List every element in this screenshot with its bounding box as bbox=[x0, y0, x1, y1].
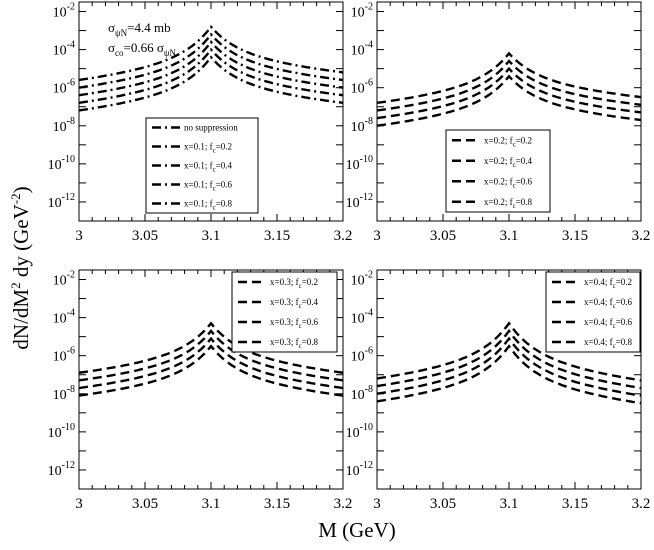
legend-label: x=0.1; fc=0.4 bbox=[184, 161, 233, 174]
series-line bbox=[376, 321, 642, 382]
y-tick-label: 10-4 bbox=[351, 40, 373, 59]
series-line bbox=[376, 74, 642, 127]
legend-box bbox=[145, 117, 259, 214]
legend-label: x=0.3; fc=0.2 bbox=[270, 277, 318, 290]
annotation-sigma-psiN: σψN=4.4 mb bbox=[108, 20, 171, 38]
legend-label: x=0.4; fc=0.8 bbox=[584, 337, 633, 350]
series-line bbox=[78, 40, 344, 97]
y-tick-label: 10-2 bbox=[351, 2, 373, 21]
series-line bbox=[376, 59, 642, 112]
x-tick-label: 3.1 bbox=[202, 228, 221, 244]
x-tick-label: 3.15 bbox=[562, 496, 588, 512]
y-tick-label: 10-10 bbox=[48, 422, 75, 441]
series-line bbox=[376, 51, 642, 104]
series-line bbox=[376, 328, 642, 390]
y-tick-label: 10-4 bbox=[351, 308, 373, 327]
y-tick-label: 10-12 bbox=[346, 192, 373, 211]
legend-label: x=0.1; fc=0.2 bbox=[184, 142, 232, 155]
series-line bbox=[78, 32, 344, 89]
legend-box bbox=[445, 129, 551, 213]
y-tick-label: 10-10 bbox=[48, 154, 75, 173]
legend: x=0.3; fc=0.2 x=0.3; fc=0.4 x=0.3; fc=0.6 x… bbox=[231, 271, 338, 353]
legend: x=0.2; fc=0.2 x=0.2; fc=0.4 x=0.2; fc=0.6 x… bbox=[445, 129, 551, 213]
y-tick-label: 10-8 bbox=[351, 116, 373, 135]
series-line bbox=[78, 328, 344, 382]
legend-box bbox=[545, 271, 641, 353]
y-tick-label: 10-12 bbox=[346, 460, 373, 479]
legend-label: x=0.3; fc=0.8 bbox=[270, 337, 319, 350]
y-tick-label: 10-8 bbox=[53, 384, 75, 403]
x-tick-label: 3.05 bbox=[430, 496, 456, 512]
x-tick-label: 3 bbox=[373, 496, 381, 512]
y-tick-label: 10-12 bbox=[48, 192, 75, 211]
legend-label: x=0.2; fc=0.6 bbox=[484, 176, 533, 189]
series-line bbox=[78, 55, 344, 112]
legend-label: x=0.3; fc=0.6 bbox=[270, 317, 319, 330]
legend-label: x=0.2; fc=0.4 bbox=[484, 156, 533, 169]
legend-label: x=0.1; fc=0.6 bbox=[184, 180, 233, 193]
x-tick-label: 3.15 bbox=[562, 228, 588, 244]
y-tick-label: 10-8 bbox=[351, 384, 373, 403]
legend: x=0.4; fc=0.2 x=0.4; fc=0.6 x=0.4; fc=0.6 x… bbox=[545, 271, 641, 353]
y-tick-label: 10-6 bbox=[351, 346, 373, 365]
x-tick-label: 3.1 bbox=[202, 496, 221, 512]
legend-label: no suppression bbox=[184, 123, 238, 133]
x-tick-label: 3 bbox=[373, 228, 381, 244]
x-tick-label: 3 bbox=[75, 496, 83, 512]
panel-bottom-right: 3 3.05 3.1 3.15 3.2 10-2 10-4 10-6 10-8 10-10 10-1… bbox=[346, 269, 651, 512]
panel-bottom-left: 3 3.05 3.1 3.15 3.2 10-2 10-4 10-6 10-8 10-10 10-1… bbox=[48, 269, 353, 512]
legend-label: x=0.2; fc=0.8 bbox=[484, 197, 533, 210]
legend-label: x=0.4; fc=0.2 bbox=[584, 277, 632, 290]
y-tick-label: 10-6 bbox=[53, 346, 75, 365]
x-tick-label: 3.15 bbox=[264, 228, 290, 244]
y-tick-label: 10-10 bbox=[346, 422, 373, 441]
y-tick-label: 10-4 bbox=[53, 40, 75, 59]
legend-label: x=0.1; fc=0.8 bbox=[184, 199, 233, 212]
y-tick-label: 10-6 bbox=[351, 78, 373, 97]
x-tick-label: 3 bbox=[75, 228, 83, 244]
y-tick-label: 10-2 bbox=[351, 270, 373, 289]
legend: no suppression x=0.1; fc=0.2 x=0.1; fc=0.4… bbox=[145, 117, 259, 214]
legend-label: x=0.4; fc=0.6 bbox=[584, 297, 633, 310]
annotation-sigma-co: σco=0.66 σψN bbox=[108, 40, 176, 58]
series-line bbox=[376, 344, 642, 405]
x-tick-label: 3.1 bbox=[500, 496, 519, 512]
y-tick-label: 10-2 bbox=[53, 2, 75, 21]
legend-label: x=0.4; fc=0.6 bbox=[584, 317, 633, 330]
series-line bbox=[78, 336, 344, 390]
x-tick-label: 3.2 bbox=[632, 228, 651, 244]
series-line bbox=[376, 336, 642, 397]
x-tick-label: 3.2 bbox=[334, 496, 353, 512]
x-tick-label: 3.2 bbox=[334, 228, 353, 244]
x-tick-label: 3.2 bbox=[632, 496, 651, 512]
panel-top-left: 3 3.05 3.1 3.15 3.2 10-2 10-4 10-6 10-8 10-10 10-1… bbox=[48, 1, 353, 244]
legend-box bbox=[231, 271, 338, 353]
legend-label: x=0.3; fc=0.4 bbox=[270, 297, 319, 310]
y-tick-label: 10-2 bbox=[53, 270, 75, 289]
series-line bbox=[78, 344, 344, 397]
x-tick-label: 3.05 bbox=[132, 496, 158, 512]
y-axis-label: dN/dM2 dy (GeV-2) bbox=[8, 186, 33, 349]
series-line bbox=[78, 47, 344, 104]
panel-top-right: 3 3.05 3.1 3.15 3.2 10-2 10-4 10-6 10-8 10-10 10-1… bbox=[346, 1, 651, 244]
y-tick-label: 10-8 bbox=[53, 116, 75, 135]
series-line bbox=[376, 66, 642, 120]
x-tick-label: 3.15 bbox=[264, 496, 290, 512]
y-tick-label: 10-4 bbox=[53, 308, 75, 327]
x-tick-label: 3.1 bbox=[500, 228, 519, 244]
x-axis-label: M (GeV) bbox=[318, 518, 396, 542]
series-line bbox=[78, 321, 344, 374]
x-tick-label: 3.05 bbox=[132, 228, 158, 244]
series-line bbox=[78, 24, 344, 82]
y-tick-label: 10-12 bbox=[48, 460, 75, 479]
y-tick-label: 10-6 bbox=[53, 78, 75, 97]
y-tick-label: 10-10 bbox=[346, 154, 373, 173]
legend-label: x=0.2; fc=0.2 bbox=[484, 135, 532, 148]
x-tick-label: 3.05 bbox=[430, 228, 456, 244]
